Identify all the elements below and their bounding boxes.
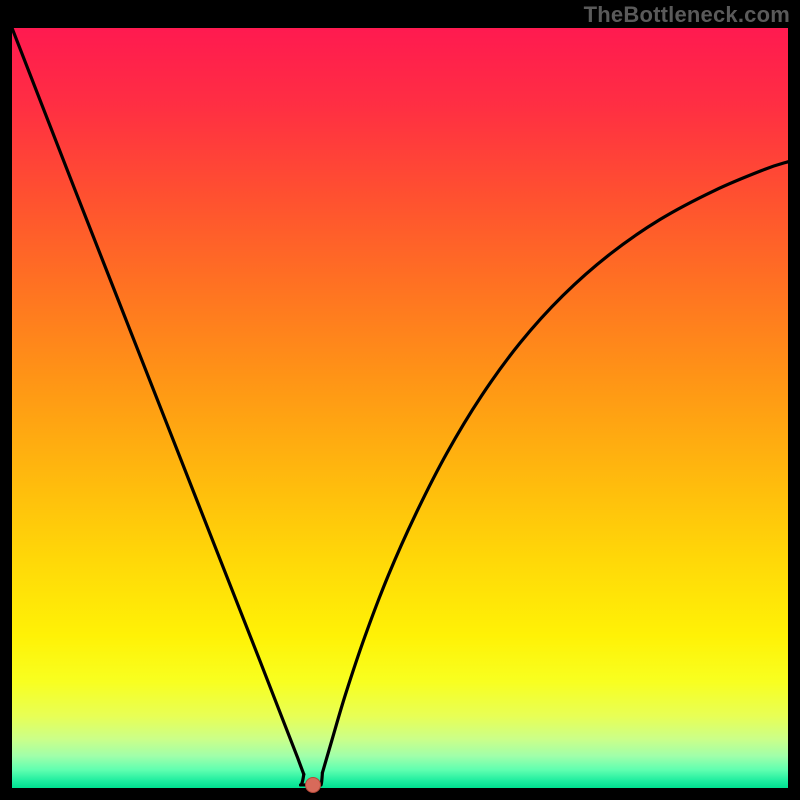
chart-container: { "watermark": { "text": "TheBottleneck.…	[0, 0, 800, 800]
curve-right-branch	[322, 162, 788, 773]
plot-area	[12, 28, 788, 788]
curve-layer	[12, 28, 788, 788]
valley-marker	[305, 777, 321, 793]
watermark-text: TheBottleneck.com	[584, 2, 790, 28]
curve-left-branch	[12, 28, 304, 774]
curve-right-connector	[321, 773, 323, 785]
